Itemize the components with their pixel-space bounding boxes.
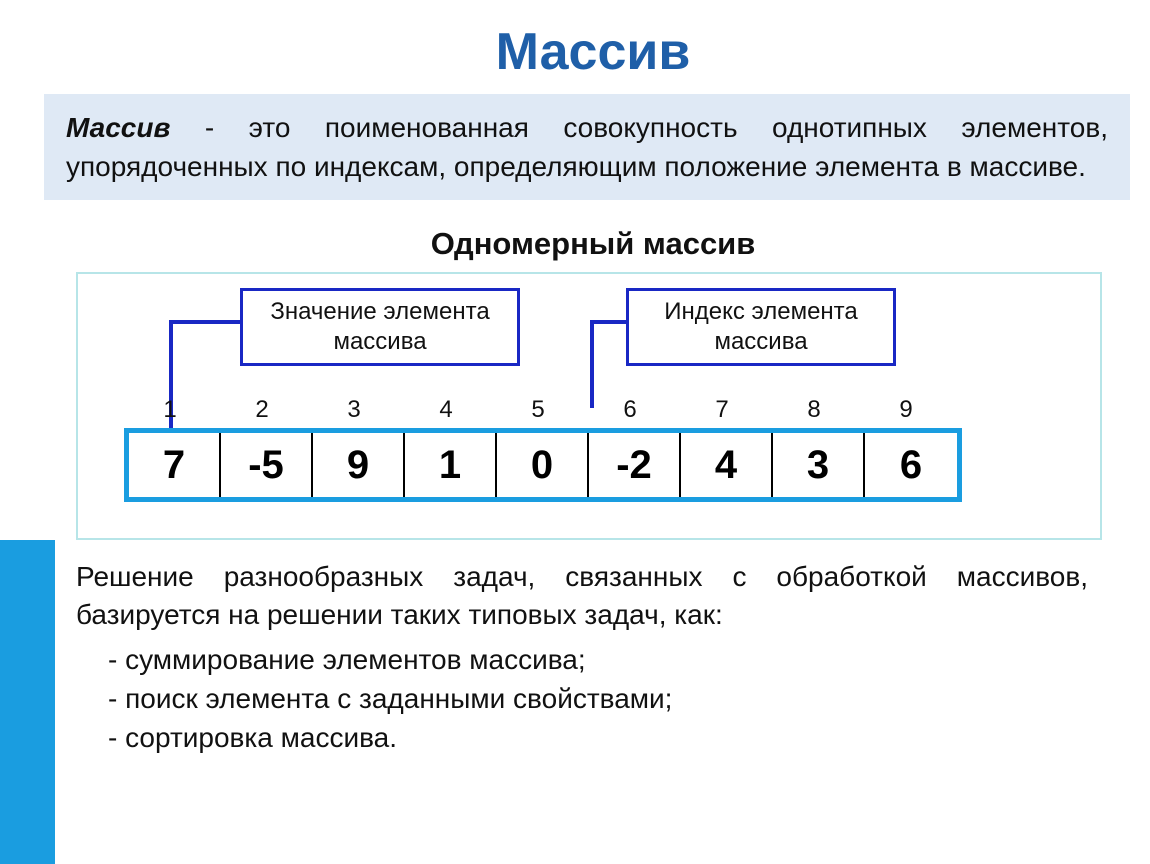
slide-content: Массив Массив - это поименованная совоку… <box>36 0 1150 864</box>
definition-text: - это поименованная совокупность однотип… <box>66 112 1108 182</box>
array-cell: -5 <box>221 433 313 497</box>
array-cell: -2 <box>589 433 681 497</box>
array-cell: 4 <box>681 433 773 497</box>
callout-value: Значение элемента массива <box>240 288 520 366</box>
callout-index: Индекс элемента массива <box>626 288 896 366</box>
list-item: - сортировка массива. <box>108 718 1088 757</box>
definition-term: Массив <box>66 112 170 143</box>
index-label: 5 <box>492 396 584 424</box>
array-cell: 0 <box>497 433 589 497</box>
list-item: - поиск элемента с заданными свойствами; <box>108 679 1088 718</box>
array-cell: 7 <box>129 433 221 497</box>
diagram-subtitle: Одномерный массив <box>36 226 1150 262</box>
array-cell: 9 <box>313 433 405 497</box>
tasks-intro: Решение разнообразных задач, связанных с… <box>76 558 1088 634</box>
array-cell: 3 <box>773 433 865 497</box>
definition-box: Массив - это поименованная совокупность … <box>44 94 1130 200</box>
index-label: 8 <box>768 396 860 424</box>
index-label: 7 <box>676 396 768 424</box>
diagram-inner: Значение элемента массива Индекс элемент… <box>96 288 1082 518</box>
array-cell: 6 <box>865 433 957 497</box>
index-label: 6 <box>584 396 676 424</box>
indices-row: 1 2 3 4 5 6 7 8 9 <box>124 396 952 424</box>
page-title: Массив <box>36 0 1150 94</box>
tasks-list: - суммирование элементов массива; - поис… <box>108 640 1088 758</box>
index-label: 1 <box>124 396 216 424</box>
index-label: 9 <box>860 396 952 424</box>
array-row: 7 -5 9 1 0 -2 4 3 6 <box>124 428 962 502</box>
index-label: 2 <box>216 396 308 424</box>
index-label: 4 <box>400 396 492 424</box>
diagram-container: Значение элемента массива Индекс элемент… <box>76 272 1102 540</box>
index-label: 3 <box>308 396 400 424</box>
array-cell: 1 <box>405 433 497 497</box>
list-item: - суммирование элементов массива; <box>108 640 1088 679</box>
